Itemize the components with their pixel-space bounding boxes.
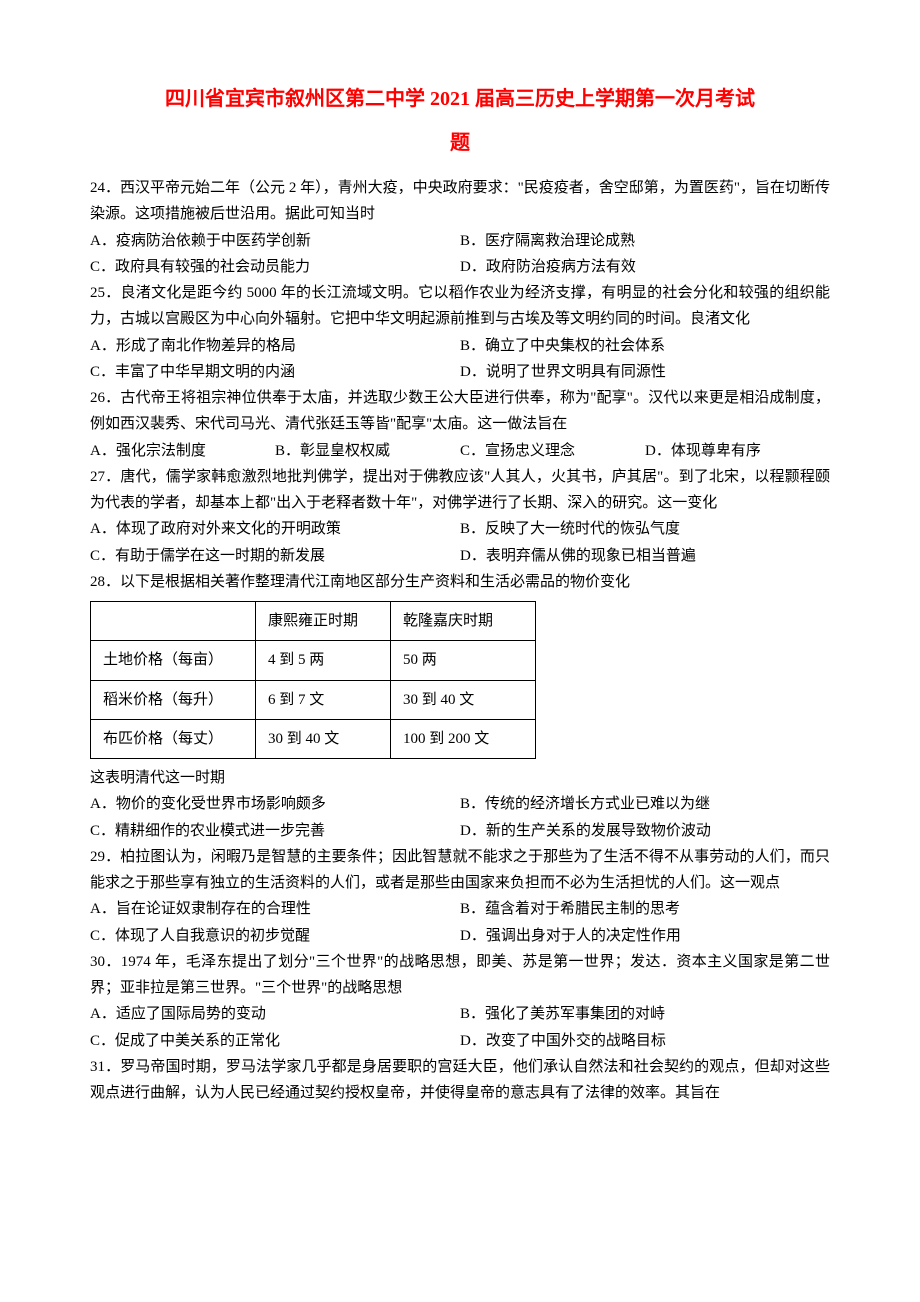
q29-opt-c: C．体现了人自我意识的初步觉醒 <box>90 923 460 949</box>
q28-table: 康熙雍正时期 乾隆嘉庆时期 土地价格（每亩） 4 到 5 两 50 两 稻米价格… <box>90 601 536 759</box>
table-cell: 布匹价格（每丈） <box>91 719 256 758</box>
table-cell: 50 两 <box>391 641 536 680</box>
q29-opt-b: B．蕴含着对于希腊民主制的思考 <box>460 896 830 922</box>
q27-stem: 27．唐代，儒学家韩愈激烈地批判佛学，提出对于佛教应该"人其人，火其书，庐其居"… <box>90 464 830 517</box>
table-row: 稻米价格（每升） 6 到 7 文 30 到 40 文 <box>91 680 536 719</box>
q24-opt-a: A．疫病防治依赖于中医药学创新 <box>90 228 460 254</box>
q27-opt-c: C．有助于儒学在这一时期的新发展 <box>90 543 460 569</box>
table-cell: 4 到 5 两 <box>256 641 391 680</box>
table-cell: 100 到 200 文 <box>391 719 536 758</box>
exam-subtitle: 题 <box>90 126 830 161</box>
q24-opt-c: C．政府具有较强的社会动员能力 <box>90 254 460 280</box>
q24-options: A．疫病防治依赖于中医药学创新 B．医疗隔离救治理论成熟 C．政府具有较强的社会… <box>90 228 830 281</box>
q25-opt-a: A．形成了南北作物差异的格局 <box>90 333 460 359</box>
q24-stem: 24．西汉平帝元始二年（公元 2 年），青州大疫，中央政府要求："民疫疫者，舍空… <box>90 175 830 228</box>
table-h2: 康熙雍正时期 <box>256 602 391 641</box>
q29-opt-d: D．强调出身对于人的决定性作用 <box>460 923 830 949</box>
q31-stem: 31．罗马帝国时期，罗马法学家几乎都是身居要职的宫廷大臣，他们承认自然法和社会契… <box>90 1054 830 1107</box>
table-header-row: 康熙雍正时期 乾隆嘉庆时期 <box>91 602 536 641</box>
q26-opt-c: C．宣扬忠义理念 <box>460 438 645 464</box>
q27-opt-a: A．体现了政府对外来文化的开明政策 <box>90 516 460 542</box>
table-row: 土地价格（每亩） 4 到 5 两 50 两 <box>91 641 536 680</box>
q30-opt-a: A．适应了国际局势的变动 <box>90 1001 460 1027</box>
q26-opt-b: B．彰显皇权权威 <box>275 438 460 464</box>
q27-opt-b: B．反映了大一统时代的恢弘气度 <box>460 516 830 542</box>
table-h3: 乾隆嘉庆时期 <box>391 602 536 641</box>
q26-options: A．强化宗法制度 B．彰显皇权权威 C．宣扬忠义理念 D．体现尊卑有序 <box>90 438 830 464</box>
table-cell: 6 到 7 文 <box>256 680 391 719</box>
exam-title: 四川省宜宾市叙州区第二中学 2021 届高三历史上学期第一次月考试 <box>90 80 830 118</box>
table-cell: 土地价格（每亩） <box>91 641 256 680</box>
table-h1 <box>91 602 256 641</box>
q27-opt-d: D．表明弃儒从佛的现象已相当普遍 <box>460 543 830 569</box>
q30-opt-b: B．强化了美苏军事集团的对峙 <box>460 1001 830 1027</box>
table-cell: 30 到 40 文 <box>391 680 536 719</box>
table-cell: 稻米价格（每升） <box>91 680 256 719</box>
q26-opt-d: D．体现尊卑有序 <box>645 438 830 464</box>
q30-opt-c: C．促成了中美关系的正常化 <box>90 1028 460 1054</box>
q29-stem: 29．柏拉图认为，闲暇乃是智慧的主要条件；因此智慧就不能求之于那些为了生活不得不… <box>90 844 830 897</box>
q30-stem: 30．1974 年，毛泽东提出了划分"三个世界"的战略思想，即美、苏是第一世界；… <box>90 949 830 1002</box>
q30-opt-d: D．改变了中国外交的战略目标 <box>460 1028 830 1054</box>
q28-opt-b: B．传统的经济增长方式业已难以为继 <box>460 791 830 817</box>
table-cell: 30 到 40 文 <box>256 719 391 758</box>
q24-opt-b: B．医疗隔离救治理论成熟 <box>460 228 830 254</box>
q28-opt-d: D．新的生产关系的发展导致物价波动 <box>460 818 830 844</box>
q28-options: A．物价的变化受世界市场影响颇多 B．传统的经济增长方式业已难以为继 C．精耕细… <box>90 791 830 844</box>
q28-stem2: 这表明清代这一时期 <box>90 765 830 791</box>
q28-opt-a: A．物价的变化受世界市场影响颇多 <box>90 791 460 817</box>
q27-options: A．体现了政府对外来文化的开明政策 B．反映了大一统时代的恢弘气度 C．有助于儒… <box>90 516 830 569</box>
q28-opt-c: C．精耕细作的农业模式进一步完善 <box>90 818 460 844</box>
q29-opt-a: A．旨在论证奴隶制存在的合理性 <box>90 896 460 922</box>
q25-opt-b: B．确立了中央集权的社会体系 <box>460 333 830 359</box>
table-row: 布匹价格（每丈） 30 到 40 文 100 到 200 文 <box>91 719 536 758</box>
q29-options: A．旨在论证奴隶制存在的合理性 B．蕴含着对于希腊民主制的思考 C．体现了人自我… <box>90 896 830 949</box>
q26-stem: 26．古代帝王将祖宗神位供奉于太庙，并选取少数王公大臣进行供奉，称为"配享"。汉… <box>90 385 830 438</box>
q28-stem: 28．以下是根据相关著作整理清代江南地区部分生产资料和生活必需品的物价变化 <box>90 569 830 595</box>
q25-stem: 25．良渚文化是距今约 5000 年的长江流域文明。它以稻作农业为经济支撑，有明… <box>90 280 830 333</box>
q30-options: A．适应了国际局势的变动 B．强化了美苏军事集团的对峙 C．促成了中美关系的正常… <box>90 1001 830 1054</box>
q25-opt-d: D．说明了世界文明具有同源性 <box>460 359 830 385</box>
q26-opt-a: A．强化宗法制度 <box>90 438 275 464</box>
q25-opt-c: C．丰富了中华早期文明的内涵 <box>90 359 460 385</box>
q25-options: A．形成了南北作物差异的格局 B．确立了中央集权的社会体系 C．丰富了中华早期文… <box>90 333 830 386</box>
q24-opt-d: D．政府防治疫病方法有效 <box>460 254 830 280</box>
